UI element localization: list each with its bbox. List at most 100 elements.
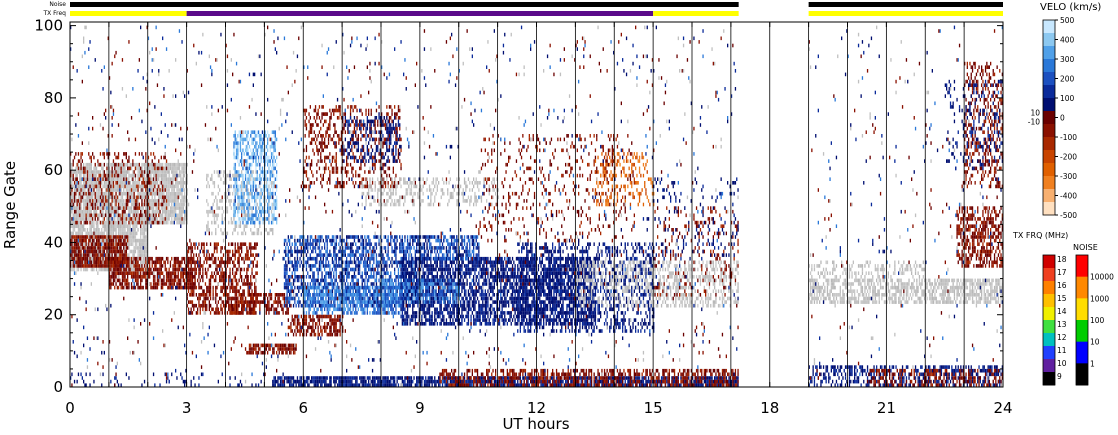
data-cell xyxy=(71,253,73,257)
data-cell xyxy=(97,159,99,163)
data-cell xyxy=(252,137,254,142)
data-cell xyxy=(224,246,226,250)
data-cell xyxy=(86,209,89,214)
data-cell xyxy=(371,303,374,308)
data-cell xyxy=(242,293,244,297)
data-cell xyxy=(130,271,133,276)
data-cell xyxy=(234,249,236,254)
data-cell xyxy=(77,166,80,171)
data-cell xyxy=(95,246,98,250)
data-cell xyxy=(235,206,238,210)
data-cell xyxy=(108,206,111,210)
data-cell xyxy=(155,191,157,196)
data-cell xyxy=(276,293,278,297)
data-cell xyxy=(168,181,170,185)
data-cell xyxy=(252,195,254,200)
data-cell xyxy=(124,231,126,236)
data-cell xyxy=(228,256,230,261)
data-cell xyxy=(119,271,121,276)
data-cell xyxy=(321,332,323,337)
data-cell xyxy=(186,282,188,286)
data-cell xyxy=(156,173,159,178)
data-cell xyxy=(90,267,92,272)
data-cell xyxy=(247,256,249,261)
data-cell xyxy=(110,184,112,189)
data-cell xyxy=(254,144,256,149)
data-cell xyxy=(106,173,108,178)
data-cell xyxy=(208,228,210,232)
data-cell xyxy=(127,166,129,171)
data-cell xyxy=(114,285,116,290)
data-cell xyxy=(120,177,122,182)
data-cell xyxy=(211,271,213,276)
data-cell xyxy=(110,249,112,254)
data-cell xyxy=(186,209,188,214)
data-cell xyxy=(268,134,270,138)
data-cell xyxy=(95,209,98,214)
data-cell xyxy=(221,267,223,272)
data-cell xyxy=(178,264,181,268)
data-cell xyxy=(105,256,107,261)
data-cell xyxy=(233,202,235,207)
data-cell xyxy=(127,224,129,229)
data-cell xyxy=(208,184,210,189)
data-cell xyxy=(252,275,254,279)
data-cell xyxy=(102,213,104,218)
data-cell xyxy=(133,217,135,221)
data-cell xyxy=(125,242,127,247)
data-cell xyxy=(80,152,82,156)
data-cell xyxy=(81,264,83,268)
data-cell xyxy=(84,260,86,265)
data-cell xyxy=(137,209,139,214)
data-cell xyxy=(90,228,92,232)
data-cell xyxy=(254,275,256,279)
data-cell xyxy=(75,242,77,247)
data-cell xyxy=(232,311,234,315)
data-cell xyxy=(162,264,164,268)
data-cell xyxy=(77,191,80,196)
data-cell xyxy=(80,166,82,171)
data-cell xyxy=(80,242,82,247)
data-cell xyxy=(178,170,181,174)
data-cell xyxy=(77,184,80,189)
data-cell xyxy=(136,206,138,210)
data-cell xyxy=(232,296,234,301)
data-cell xyxy=(246,267,248,272)
data-cell xyxy=(224,278,226,283)
data-cell xyxy=(242,177,244,182)
data-cell xyxy=(229,307,231,312)
data-cell xyxy=(80,162,82,167)
data-cell xyxy=(165,173,168,178)
data-cell xyxy=(81,166,83,171)
data-cell xyxy=(143,209,146,214)
data-cell xyxy=(228,275,230,279)
data-cell xyxy=(176,181,178,185)
data-cell xyxy=(199,264,201,268)
data-cell xyxy=(273,134,275,138)
data-cell xyxy=(181,166,183,171)
data-cell xyxy=(158,206,160,210)
data-cell xyxy=(263,130,265,135)
data-cell xyxy=(184,195,186,200)
data-cell xyxy=(180,217,182,221)
data-cell xyxy=(308,325,310,330)
data-cell xyxy=(93,220,95,225)
data-cell xyxy=(145,188,147,192)
data-cell xyxy=(272,217,274,221)
data-cell xyxy=(171,170,173,174)
data-cell xyxy=(259,217,261,221)
data-cell xyxy=(217,307,219,312)
data-cell xyxy=(177,166,179,171)
data-cell xyxy=(176,195,178,200)
data-cell xyxy=(114,242,116,247)
data-cell xyxy=(168,271,170,276)
data-cell xyxy=(138,285,140,290)
data-cell xyxy=(134,209,137,214)
data-cell xyxy=(80,195,82,200)
data-cell xyxy=(294,296,296,301)
data-cell xyxy=(146,199,148,203)
data-cell xyxy=(75,166,77,171)
data-cell xyxy=(156,206,159,210)
data-cell xyxy=(234,202,236,207)
data-cell xyxy=(114,260,116,265)
